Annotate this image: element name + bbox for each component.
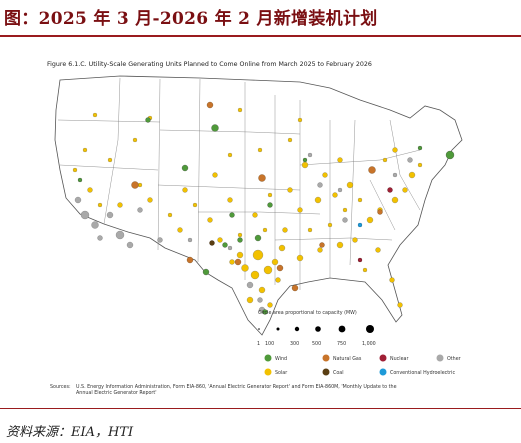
natural-gas-points bbox=[131, 101, 383, 292]
legend-label-solar: Solar bbox=[275, 370, 287, 376]
natural-gas-swatch bbox=[322, 354, 330, 362]
hydro-swatch bbox=[379, 368, 387, 376]
coal-points bbox=[209, 240, 215, 246]
legend-label-natural-gas: Natural Gas bbox=[333, 356, 362, 362]
size-tick-300: 300 bbox=[290, 341, 299, 347]
size-tick-1: 1 bbox=[257, 341, 260, 347]
solar-swatch bbox=[264, 368, 272, 376]
nuclear-points bbox=[357, 187, 393, 263]
legend-label-coal: Coal bbox=[333, 370, 344, 376]
size-tick-100: 100 bbox=[265, 341, 274, 347]
size-legend-title: Circle area proportional to capacity (MW… bbox=[258, 310, 357, 316]
sources-text: U.S. Energy Information Administration, … bbox=[76, 385, 397, 396]
sources-key: Sources: bbox=[50, 385, 71, 390]
size-tick-500: 500 bbox=[312, 341, 321, 347]
size-tick-750: 750 bbox=[337, 341, 346, 347]
solar-points bbox=[72, 107, 423, 308]
legend-label-other: Other bbox=[447, 356, 461, 362]
size-legend: Circle area proportional to capacity (MW… bbox=[257, 310, 376, 347]
other-swatch bbox=[436, 354, 444, 362]
footer-source: 资料来源：EIA，HTI bbox=[6, 425, 134, 440]
hydro-points bbox=[357, 222, 363, 228]
us-outline bbox=[54, 75, 463, 336]
wind-swatch bbox=[264, 354, 272, 362]
legend-label-nuclear: Nuclear bbox=[390, 356, 408, 362]
size-tick-1000: 1,000 bbox=[362, 341, 376, 347]
state-borders bbox=[57, 77, 421, 290]
category-legend: Wind Natural Gas Nuclear Other Solar Coa… bbox=[264, 354, 461, 376]
header-title: 图：2025 年 3 月-2026 年 2 月新增装机计划 bbox=[4, 9, 378, 29]
wind-points bbox=[77, 117, 455, 315]
footer-rule bbox=[0, 408, 521, 409]
legend-label-wind: Wind bbox=[275, 356, 287, 362]
coal-swatch bbox=[322, 368, 330, 376]
figure-title: Figure 6.1.C. Utility-Scale Generating U… bbox=[47, 61, 372, 68]
nuclear-swatch bbox=[379, 354, 387, 362]
other-points bbox=[74, 152, 413, 314]
header-rule bbox=[0, 35, 521, 37]
legend-label-hydro: Conventional Hydroelectric bbox=[390, 370, 455, 376]
